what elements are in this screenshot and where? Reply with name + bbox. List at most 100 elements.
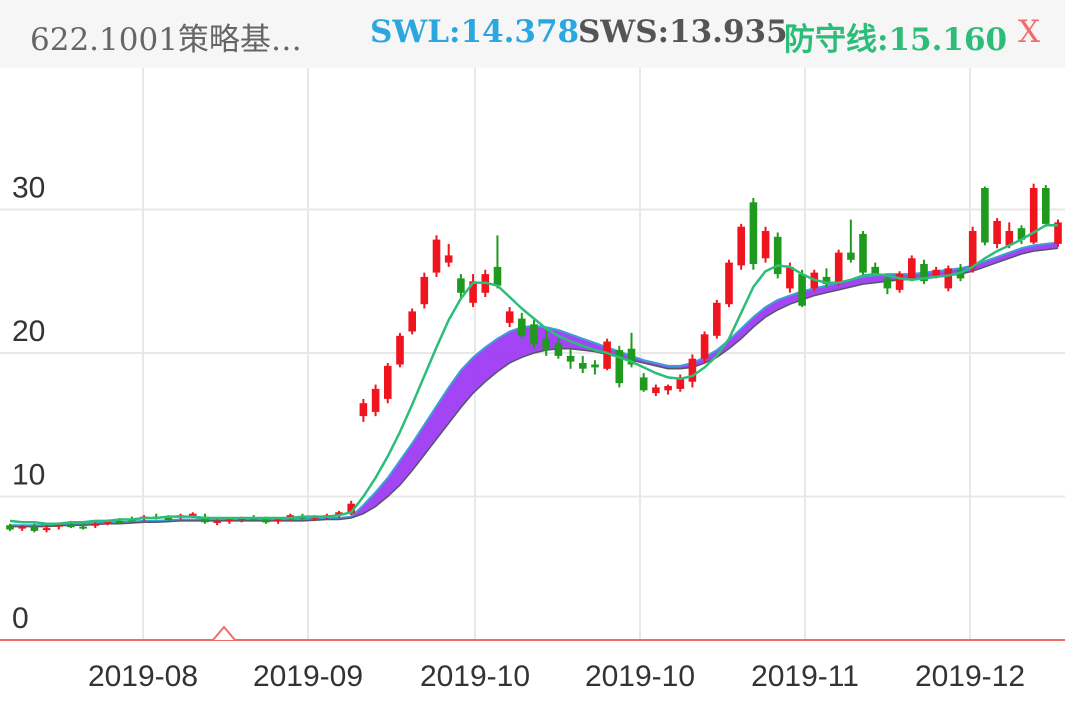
candle-body xyxy=(579,363,587,369)
candle-body xyxy=(189,513,197,516)
x-tick-label: 2019-08 xyxy=(88,660,198,693)
candle-body xyxy=(225,519,234,522)
candle-body xyxy=(396,335,404,365)
candle-body xyxy=(213,520,221,523)
candle-body xyxy=(371,388,380,412)
candle-body xyxy=(871,266,879,275)
candle-body xyxy=(773,236,782,275)
candle-body xyxy=(847,252,855,260)
candle-body xyxy=(542,338,550,351)
candle-body xyxy=(1042,188,1050,224)
candle-body xyxy=(6,525,14,530)
candle-body xyxy=(359,403,368,417)
candle-body xyxy=(981,188,989,243)
candle-body xyxy=(91,523,100,526)
candle-body xyxy=(932,269,940,276)
defense-line-value: 防守线:15.160 xyxy=(784,22,1008,58)
candle-body xyxy=(384,365,392,399)
candle-body xyxy=(968,231,977,269)
candle-body xyxy=(530,324,538,345)
x-tick-label: 2019-10 xyxy=(420,660,530,693)
y-tick-label: 20 xyxy=(12,315,45,348)
candle-body xyxy=(420,276,429,305)
candle-body xyxy=(518,318,526,336)
candle-body xyxy=(652,387,660,394)
candle-body xyxy=(432,239,441,273)
y-axis-ticks: 0 10 20 30 xyxy=(12,172,45,636)
x-tick-label: 2019-09 xyxy=(253,660,363,693)
y-tick-label: 30 xyxy=(12,172,45,205)
x-tick-label: 2019-12 xyxy=(915,660,1025,693)
candle-body xyxy=(883,278,892,289)
candle-body xyxy=(201,516,209,523)
candle-body xyxy=(956,269,965,279)
baseline-marker xyxy=(0,625,1065,641)
candle-body xyxy=(700,334,709,359)
band-lower-line xyxy=(10,247,1059,528)
candle-body xyxy=(18,526,26,529)
candle-body xyxy=(895,274,904,290)
candle-body xyxy=(798,274,806,306)
candle-body xyxy=(42,528,51,531)
candle-body xyxy=(457,278,465,293)
candle-body xyxy=(688,358,697,382)
candle-body xyxy=(444,255,453,263)
candle-body xyxy=(274,519,282,522)
candle-body xyxy=(262,519,270,523)
candle-body xyxy=(822,276,831,285)
swl-value: SWL:14.378 xyxy=(370,14,580,50)
x-axis-ticks: 2019-08 2019-09 2019-10 2019-10 2019-11 2019-… xyxy=(88,660,1025,693)
candle-body xyxy=(603,341,611,369)
candle-body xyxy=(1029,188,1038,243)
candle-body xyxy=(859,233,867,273)
candle-body xyxy=(408,311,416,332)
candle-body xyxy=(335,512,343,516)
candle-body xyxy=(55,523,63,527)
candle-body xyxy=(761,231,770,259)
candle-body xyxy=(834,252,843,283)
candle-body xyxy=(786,266,794,289)
defense-line xyxy=(9,224,1058,526)
band-fill xyxy=(10,242,1058,527)
candle-body xyxy=(79,526,87,529)
candle-body xyxy=(627,348,636,365)
x-tick-label: 2019-11 xyxy=(751,660,859,693)
candle-body xyxy=(920,264,928,282)
candle-body xyxy=(115,520,124,523)
candle-body xyxy=(737,226,745,266)
candle-body xyxy=(749,202,758,264)
candle-body xyxy=(944,268,953,289)
candle-body xyxy=(639,377,648,391)
candle-body xyxy=(505,311,514,323)
candle-body xyxy=(615,350,624,384)
candle-body xyxy=(993,221,1001,244)
candle-body xyxy=(30,526,39,531)
y-tick-label: 10 xyxy=(12,459,45,492)
candle-body xyxy=(493,266,502,286)
defense-line-series xyxy=(9,224,1058,526)
candle-body xyxy=(1017,228,1026,240)
candle-body xyxy=(1005,231,1014,246)
candle-body xyxy=(469,281,477,303)
candle-body xyxy=(591,364,599,368)
baseline-triangle-marker xyxy=(212,625,236,641)
candle-body xyxy=(713,302,721,336)
sws-value: SWS:13.935 xyxy=(578,14,788,50)
candle-body xyxy=(554,343,563,356)
candle-body xyxy=(566,355,575,362)
candle-body xyxy=(725,262,733,305)
chart-grid xyxy=(0,68,1065,640)
candle-body xyxy=(676,377,685,389)
candle-body xyxy=(347,503,355,514)
candle-body xyxy=(664,386,672,391)
candlestick-series xyxy=(6,183,1062,533)
y-tick-label: 0 xyxy=(12,602,29,635)
x-tick-label: 2019-10 xyxy=(585,660,695,693)
candle-body xyxy=(164,518,173,520)
chart-header: 622.1001策略基… SWL:14.378 SWS:13.935 防守线:1… xyxy=(0,0,1065,68)
close-button[interactable]: X xyxy=(1018,14,1041,50)
candle-body xyxy=(908,258,916,279)
strategy-title: 622.1001策略基… xyxy=(30,22,302,58)
candle-body xyxy=(1054,222,1062,244)
